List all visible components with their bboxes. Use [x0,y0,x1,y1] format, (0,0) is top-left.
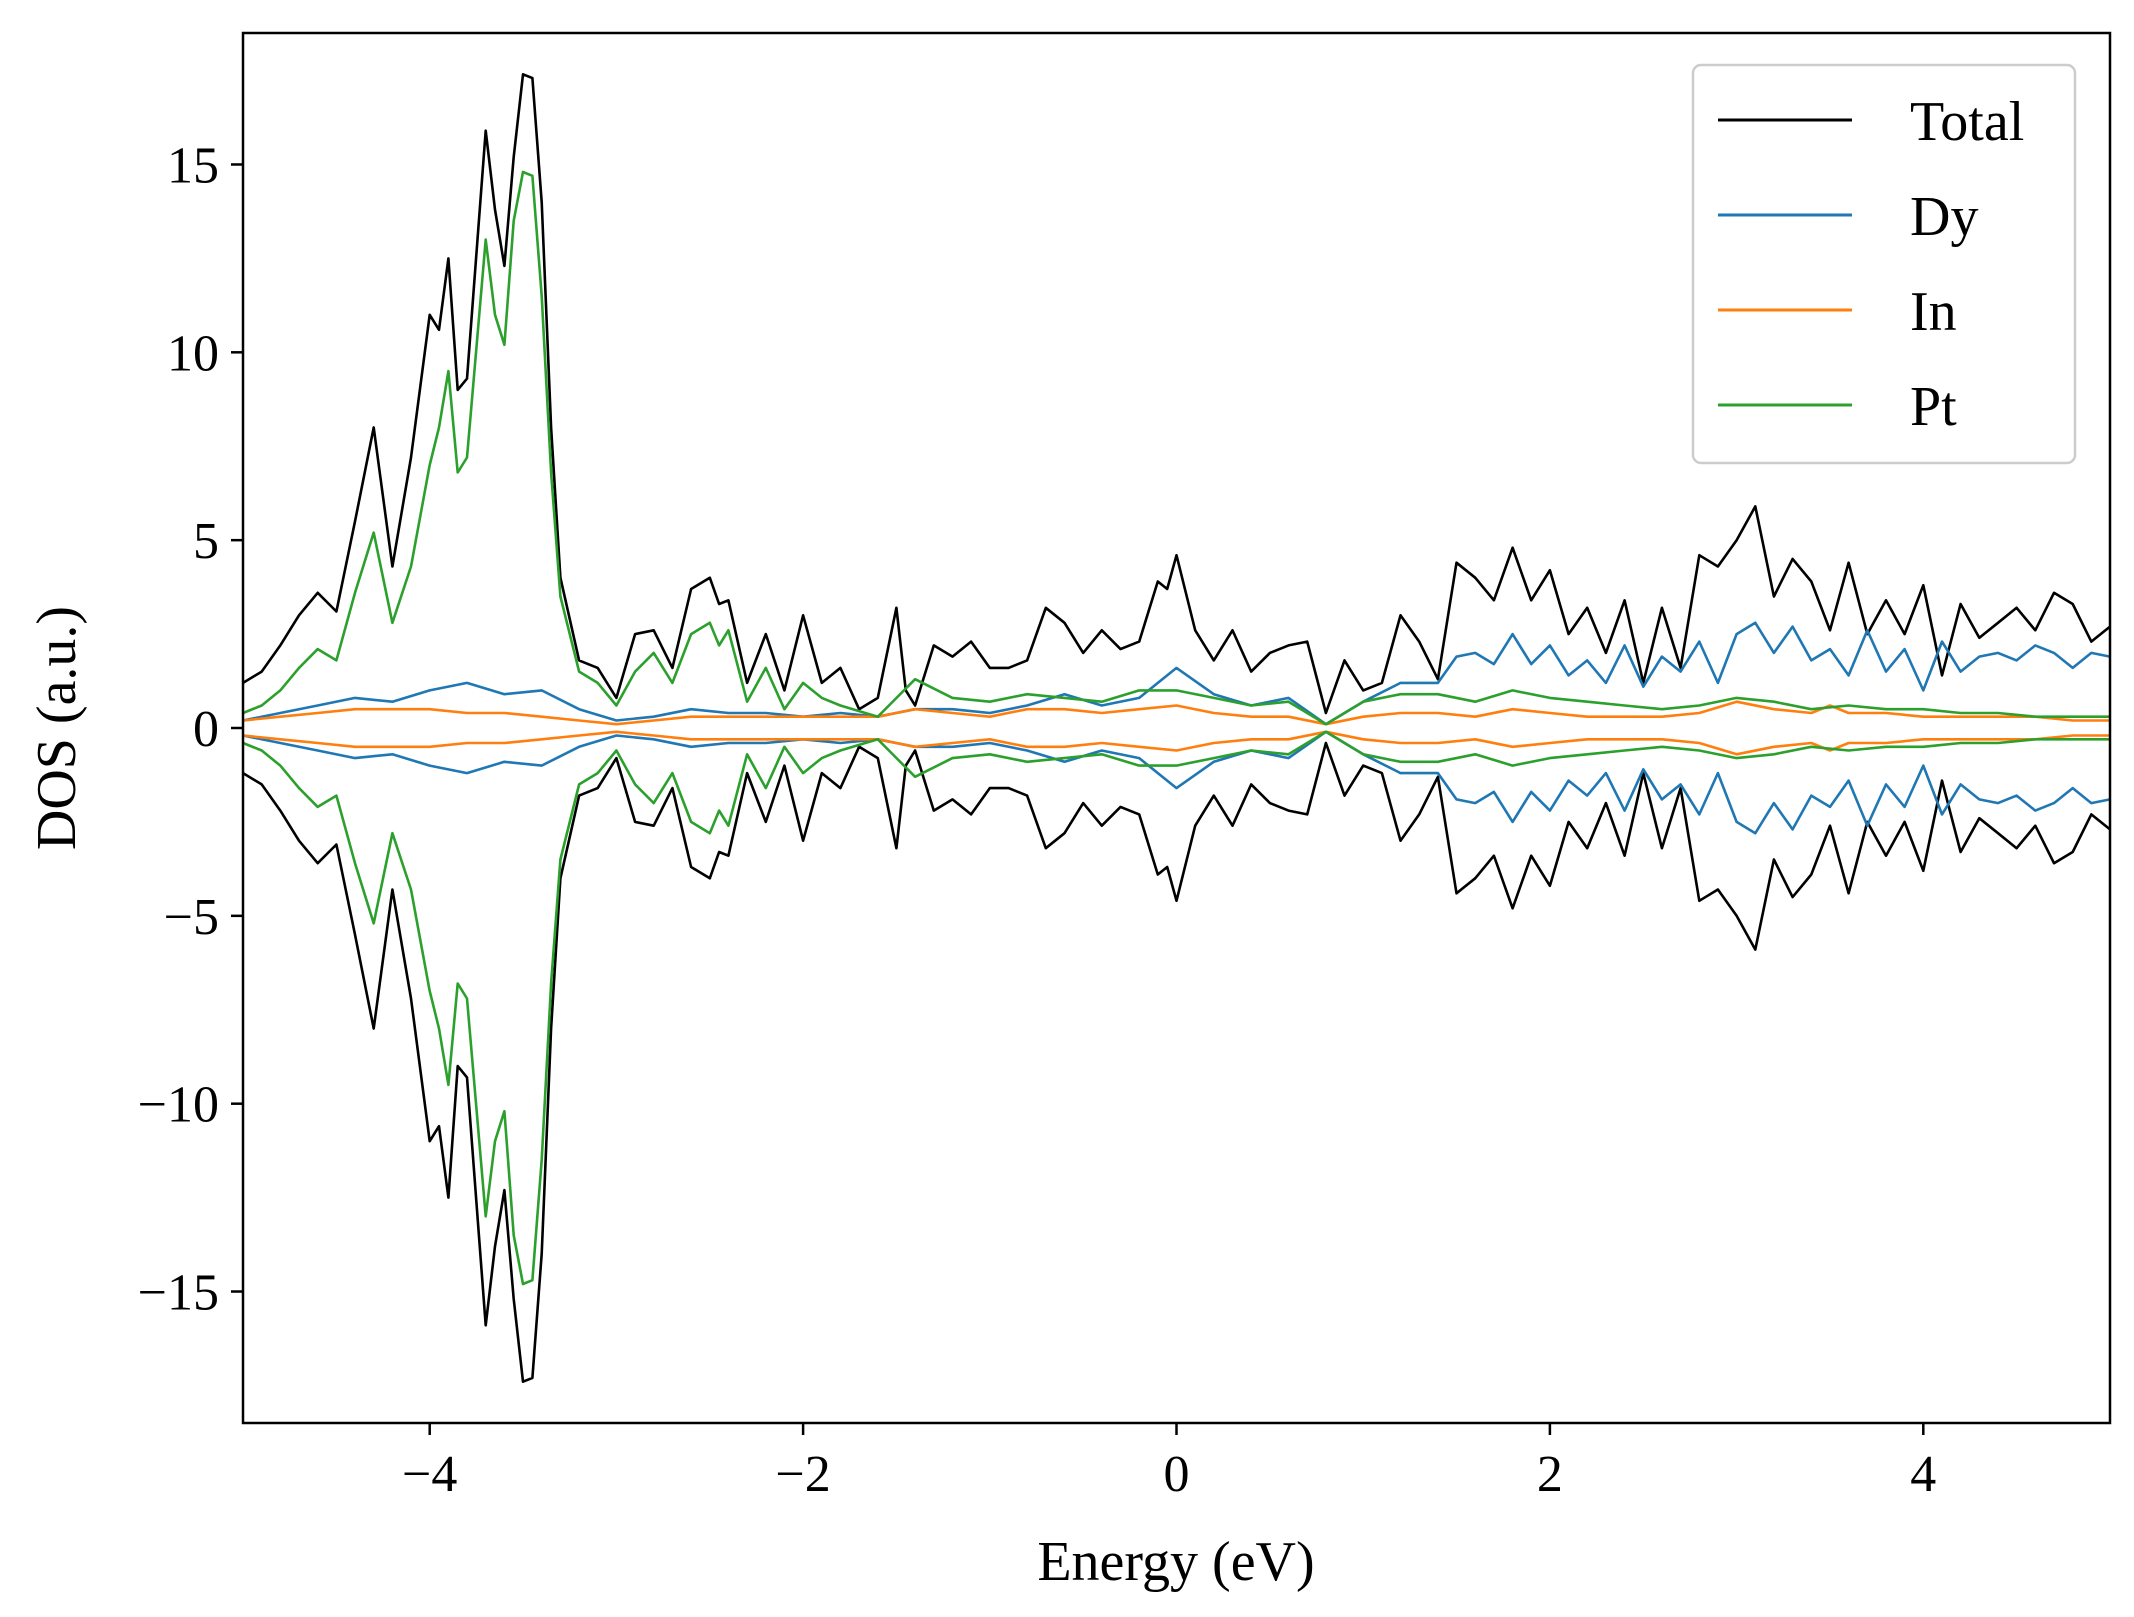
y-tick-label: −5 [164,889,219,946]
y-tick-label: −10 [138,1077,219,1134]
legend: Total Dy In Pt [1691,63,2077,465]
y-tick-label: 5 [193,513,219,570]
y-axis-label: DOS (a.u.) [26,606,88,850]
x-tick-label: 4 [1910,1446,1936,1503]
y-tick-label: −15 [138,1265,219,1322]
legend-label-in: In [1910,281,1957,343]
series-pt-down-line [242,730,2110,1286]
series-layer [242,73,2111,1383]
x-axis-label: Energy (eV) [1037,1531,1314,1593]
legend-frame [1691,63,2077,465]
x-tick-label: 2 [1537,1446,1563,1503]
y-tick-label: 0 [193,701,219,758]
y-tick-label: 15 [167,137,219,194]
y-axis-ticks: 15 10 5 0 −5 −10 −15 [138,137,243,1322]
series-total-up-line [242,73,2111,715]
y-tick-label: 10 [167,325,219,382]
x-tick-label: −2 [775,1446,830,1503]
x-tick-label: −4 [402,1446,457,1503]
series-pt-up-line [242,170,2110,726]
series-dy-down-line [242,730,2111,835]
x-axis-ticks: −4 −2 0 2 4 [402,1423,1936,1503]
legend-label-total: Total [1910,91,2024,153]
legend-label-dy: Dy [1910,186,1978,248]
series-total-down-line [242,741,2111,1383]
x-tick-label: 0 [1164,1446,1190,1503]
legend-label-pt: Pt [1910,376,1957,438]
series-dy-up-line [242,621,2111,726]
